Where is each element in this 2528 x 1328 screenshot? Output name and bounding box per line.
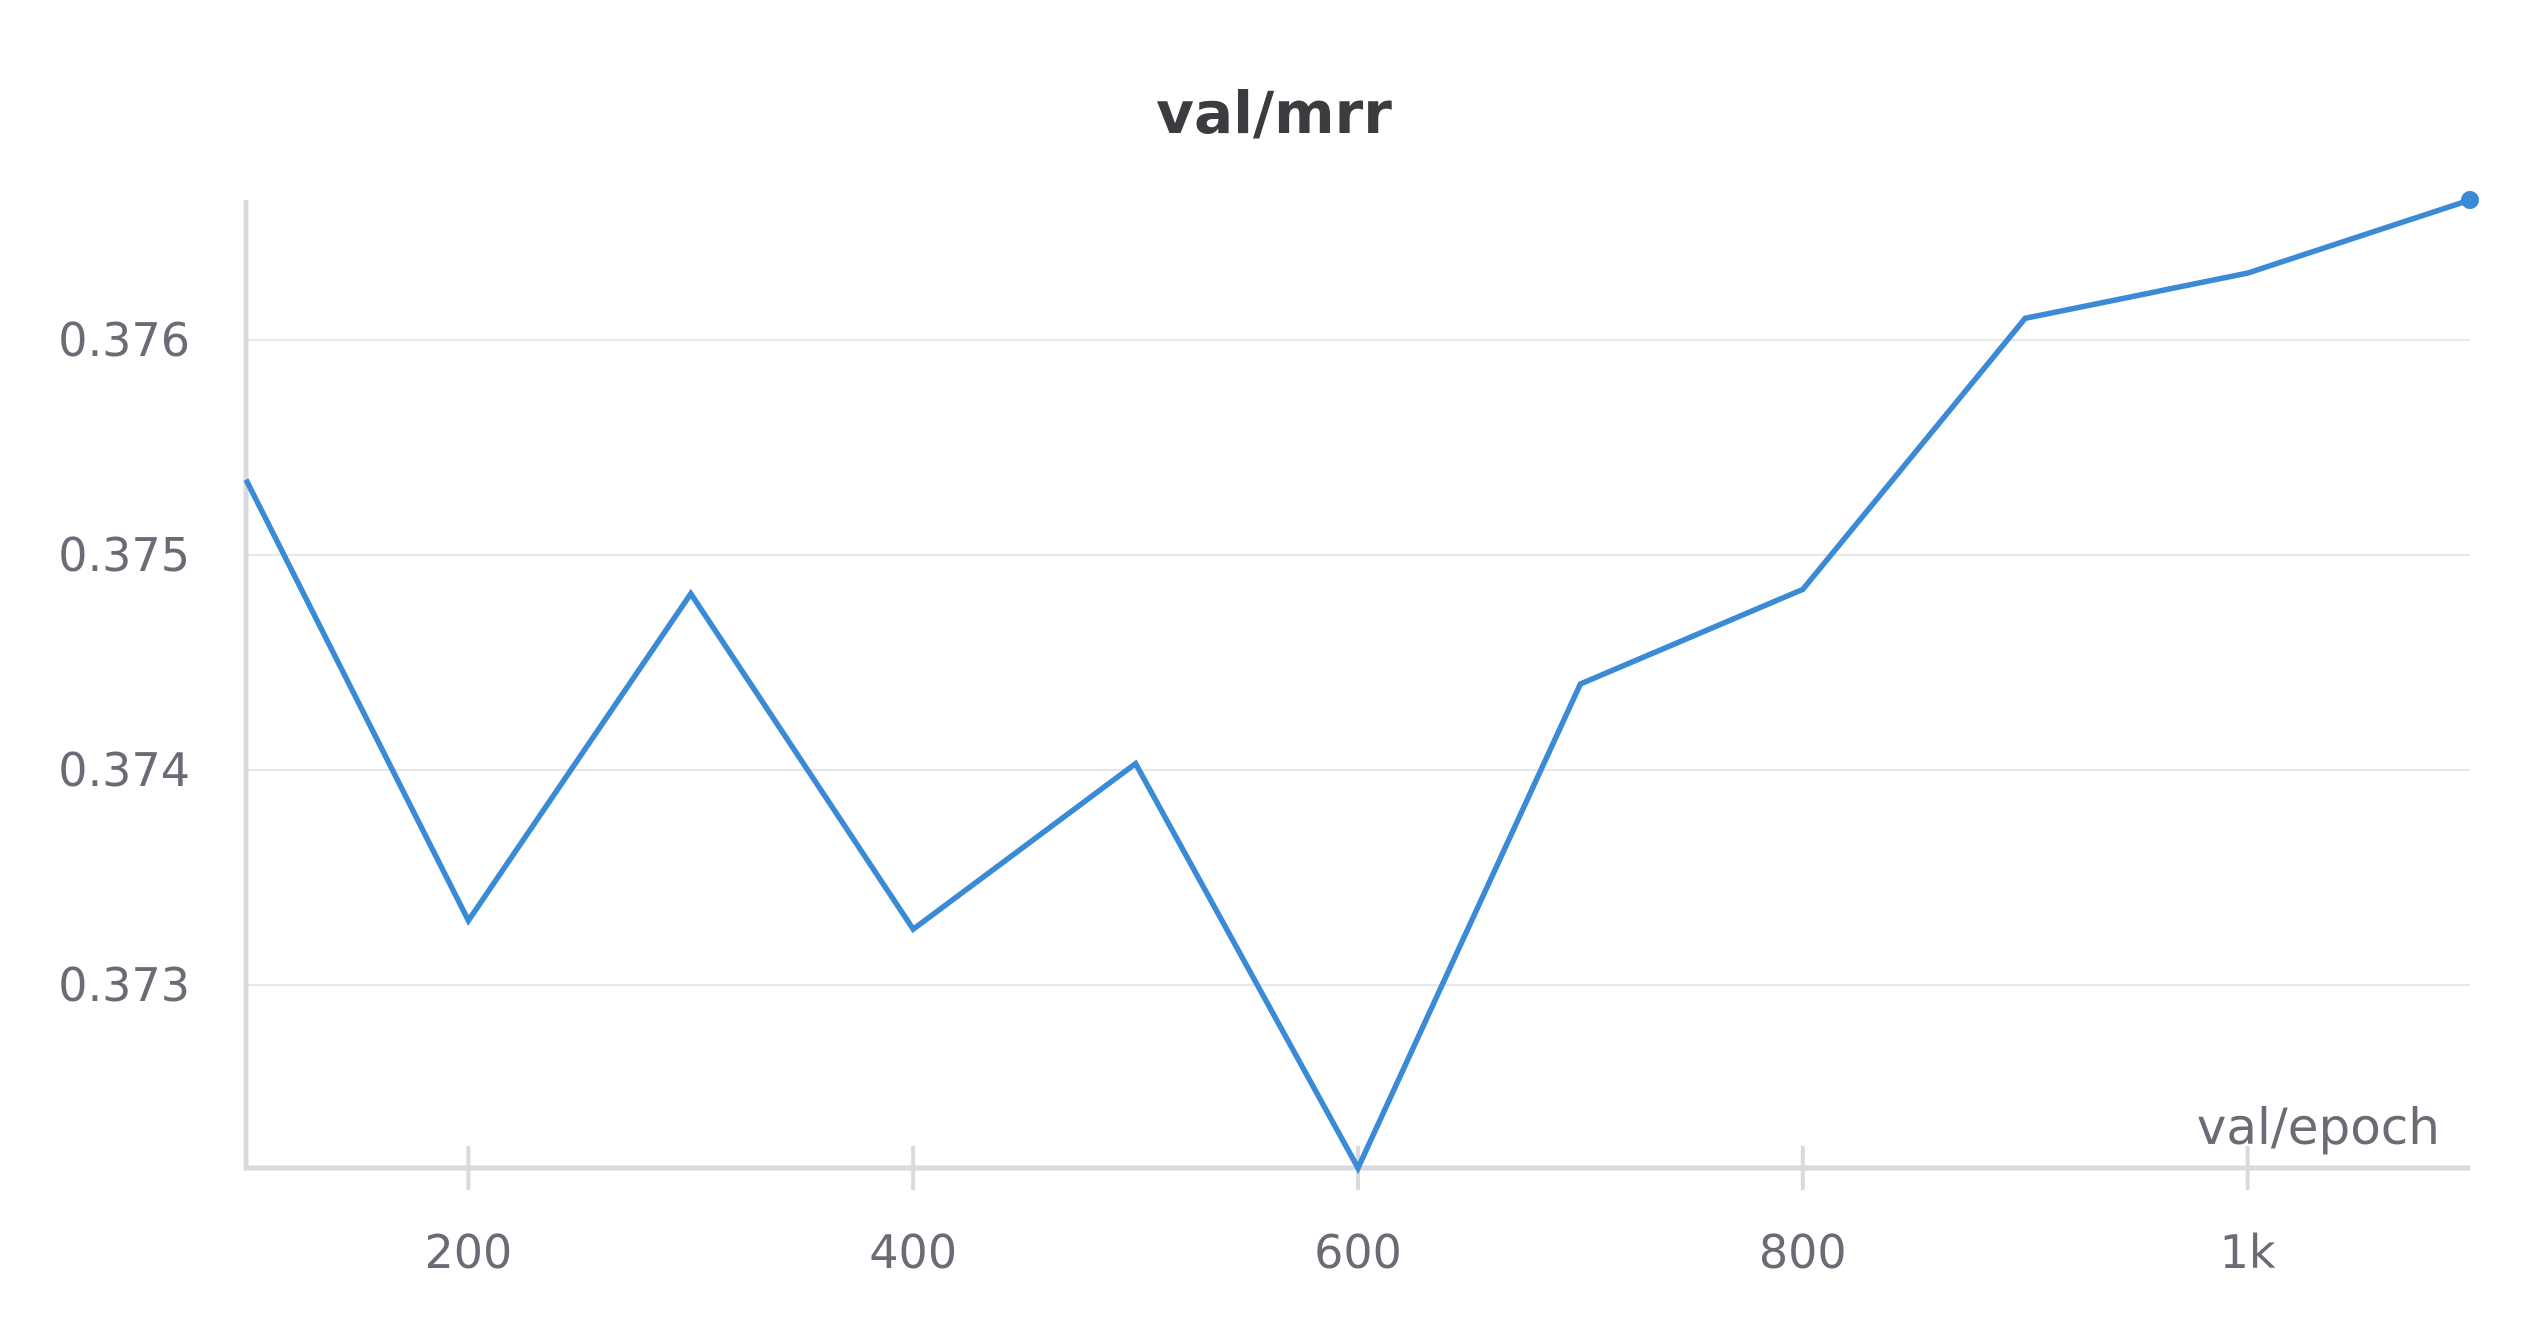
series-line <box>243 197 2471 1175</box>
y-tick-label: 0.376 <box>58 313 190 367</box>
series-group <box>243 191 2479 1175</box>
grid-lines <box>246 338 2470 987</box>
y-tick-label: 0.374 <box>58 743 190 797</box>
y-tick-label: 0.375 <box>58 528 190 582</box>
x-axis-label: val/epoch <box>2197 1098 2440 1156</box>
y-axis: 0.373 0.374 0.375 0.376 <box>58 200 249 1170</box>
x-tick-label: 200 <box>424 1225 512 1279</box>
chart-title: val/mrr <box>1156 79 1392 147</box>
last-point-marker <box>2461 191 2479 209</box>
x-tick-label: 600 <box>1314 1225 1402 1279</box>
x-tick-label: 1k <box>2220 1225 2276 1279</box>
x-tick-label: 400 <box>869 1225 957 1279</box>
y-tick-label: 0.373 <box>58 958 190 1012</box>
x-tick-label: 800 <box>1759 1225 1847 1279</box>
